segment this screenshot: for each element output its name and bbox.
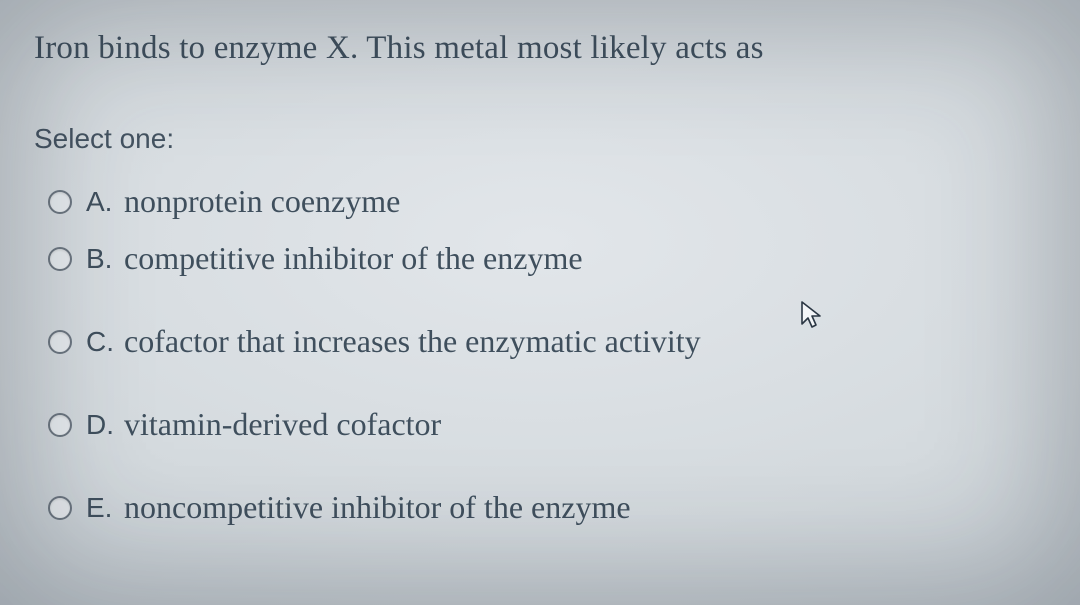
option-text: noncompetitive inhibitor of the enzyme — [124, 489, 631, 526]
option-text: cofactor that increases the enzymatic ac… — [124, 323, 701, 360]
option-text: vitamin-derived cofactor — [124, 406, 441, 443]
option-letter: D. — [86, 409, 116, 441]
radio-icon[interactable] — [48, 330, 72, 354]
option-b[interactable]: B. competitive inhibitor of the enzyme — [34, 234, 1046, 283]
option-letter: E. — [86, 492, 116, 524]
option-a[interactable]: A. nonprotein coenzyme — [34, 177, 1046, 226]
radio-icon[interactable] — [48, 190, 72, 214]
radio-icon[interactable] — [48, 247, 72, 271]
question-text: Iron binds to enzyme X. This metal most … — [34, 30, 1046, 67]
options-group: A. nonprotein coenzyme B. competitive in… — [34, 177, 1046, 540]
option-letter: A. — [86, 186, 116, 218]
option-c[interactable]: C. cofactor that increases the enzymatic… — [34, 317, 1046, 366]
option-letter: B. — [86, 243, 116, 275]
radio-icon[interactable] — [48, 413, 72, 437]
option-text: nonprotein coenzyme — [124, 183, 400, 220]
radio-icon[interactable] — [48, 496, 72, 520]
select-one-prompt: Select one: — [34, 123, 1046, 155]
option-text: competitive inhibitor of the enzyme — [124, 240, 583, 277]
option-d[interactable]: D. vitamin-derived cofactor — [34, 400, 1046, 449]
option-letter: C. — [86, 326, 116, 358]
option-e[interactable]: E. noncompetitive inhibitor of the enzym… — [34, 483, 1046, 532]
